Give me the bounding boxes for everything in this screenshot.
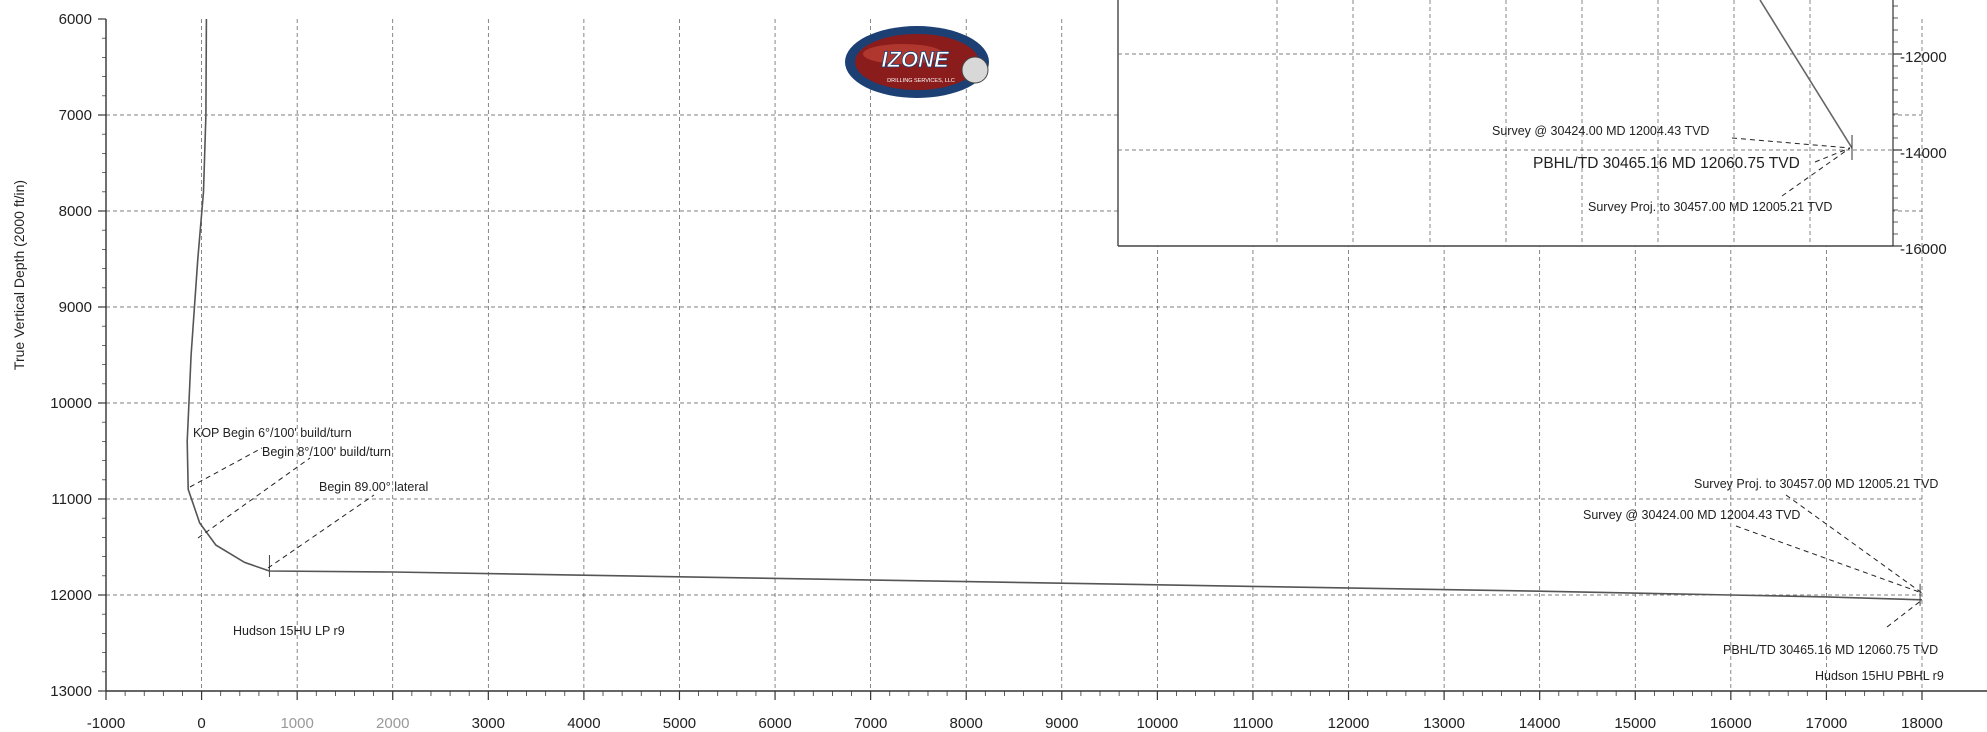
inset-leader xyxy=(1814,147,1851,163)
pbhl-target-annotation: Hudson 15HU PBHL r9 xyxy=(1815,669,1944,683)
x-tick-label: 9000 xyxy=(1045,715,1078,732)
wellpath-line xyxy=(186,18,1923,601)
inset-background xyxy=(1118,0,1893,246)
x-tick-label: 14000 xyxy=(1519,715,1561,732)
logo-text: IZONE xyxy=(881,47,950,72)
survey-proj-annotation: Survey Proj. to 30457.00 MD 12005.21 TVD xyxy=(1694,477,1938,491)
y-tick-labels: 6000 7000 8000 9000 10000 11000 12000 13000 xyxy=(50,11,92,700)
x-tick-label: 10000 xyxy=(1137,715,1179,732)
x-tick-label: 5000 xyxy=(663,715,696,732)
inset-tick-label: -12000 xyxy=(1900,49,1947,66)
y-tick-label: 6000 xyxy=(59,11,92,28)
inset-y-ticks xyxy=(1893,5,1902,247)
x-tick-label: 4000 xyxy=(567,715,600,732)
main-axes xyxy=(98,18,1987,700)
x-tick-label: 7000 xyxy=(854,715,887,732)
x-tick-label: 3000 xyxy=(472,715,505,732)
kop-leader xyxy=(189,447,263,488)
inset-grid xyxy=(1118,0,1893,246)
survey-annotation: Survey @ 30424.00 MD 12004.43 TVD xyxy=(1583,508,1800,522)
pbhl-annotation: PBHL/TD 30465.16 MD 12060.75 TVD xyxy=(1723,643,1938,657)
y-tick-label: 10000 xyxy=(50,395,92,412)
x-tick-label: 0 xyxy=(197,715,205,732)
x-tick-labels: -1000 0 1000 2000 3000 4000 5000 6000 7000 8000 90… xyxy=(87,715,1943,732)
inset-annotation: PBHL/TD 30465.16 MD 12060.75 TVD xyxy=(1533,155,1800,172)
logo-highlight xyxy=(863,44,943,64)
x-tick-label: 11000 xyxy=(1233,715,1274,732)
x-tick-label: 6000 xyxy=(758,715,791,732)
y-tick-label: 9000 xyxy=(59,299,92,316)
logo-subtext: DRILLING SERVICES, LLC xyxy=(887,78,955,84)
y-axis-title: True Vertical Depth (2000 ft/in) xyxy=(11,180,27,370)
kop-annotation: KOP Begin 6°/100' build/turn xyxy=(193,426,352,440)
x-tick-label: 17000 xyxy=(1806,715,1848,732)
y-tick-label: 12000 xyxy=(50,587,92,604)
inset-annotation: Survey Proj. to 30457.00 MD 12005.21 TVD xyxy=(1588,200,1832,214)
x-tick-label: 13000 xyxy=(1423,715,1465,732)
x-tick-label: 12000 xyxy=(1328,715,1370,732)
lateral-leader xyxy=(267,494,375,569)
logo-gear xyxy=(961,56,989,84)
x-tick-label: 16000 xyxy=(1710,715,1752,732)
x-tick-label: 18000 xyxy=(1901,715,1943,732)
y-tick-label: 7000 xyxy=(59,107,92,124)
lp-annotation: Hudson 15HU LP r9 xyxy=(233,624,345,638)
x-tick-label: 2000 xyxy=(376,715,409,732)
annotation-leaders xyxy=(189,447,1923,628)
inset-tick-label: -14000 xyxy=(1900,145,1947,162)
build-annotation: Begin 8°/100' build/turn xyxy=(262,445,391,459)
izone-logo: IZONE DRILLING SERVICES, LLC xyxy=(845,26,989,98)
inset-panel: -12000 -14000 -16000 Survey @ 30424.00 M… xyxy=(1117,0,1947,258)
inset-annotation: Survey @ 30424.00 MD 12004.43 TVD xyxy=(1492,124,1709,138)
annotations: KOP Begin 6°/100' build/turn Begin 8°/10… xyxy=(193,426,1944,683)
inset-wellpath xyxy=(1759,0,1853,149)
lateral-annotation: Begin 89.00° lateral xyxy=(319,480,428,494)
survey-proj-leader xyxy=(1785,494,1923,594)
x-tick-label: 8000 xyxy=(950,715,983,732)
y-tick-label: 8000 xyxy=(59,203,92,220)
inset-leader xyxy=(1781,147,1851,197)
survey-leader xyxy=(1735,525,1923,594)
inset-leader xyxy=(1731,137,1851,149)
x-tick-label: 1000 xyxy=(280,715,313,732)
x-tick-label: 15000 xyxy=(1614,715,1656,732)
y-tick-label: 13000 xyxy=(50,683,92,700)
inset-tick-label: -16000 xyxy=(1900,241,1947,258)
wellpath-markers xyxy=(268,555,1921,606)
build-leader xyxy=(197,457,311,539)
x-tick-label: -1000 xyxy=(87,715,125,732)
pbhl-leader xyxy=(1886,599,1923,628)
y-tick-label: 11000 xyxy=(51,491,92,508)
